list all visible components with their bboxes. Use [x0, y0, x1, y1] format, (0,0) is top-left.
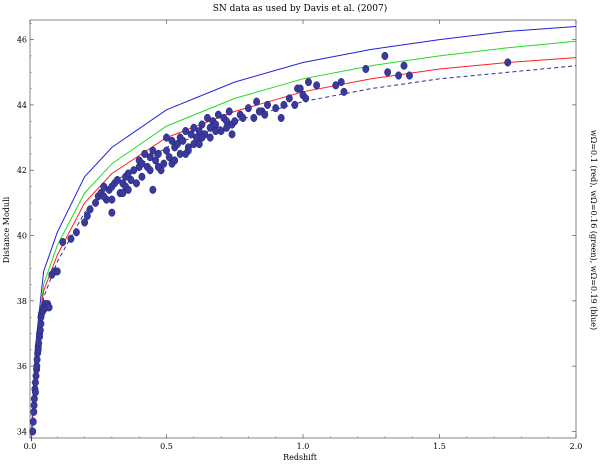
data-point: [313, 81, 321, 90]
data-point: [179, 136, 187, 145]
side-label: wΩ=0.1 (red), wΩ=0.16 (green), wΩ=0.19 (…: [589, 130, 598, 330]
data-point: [362, 64, 370, 74]
dashed-curve: [30, 65, 577, 442]
data-point: [400, 61, 408, 70]
data-point: [59, 238, 67, 247]
data-point: [250, 113, 258, 123]
data-point: [302, 94, 310, 103]
data-point: [154, 162, 162, 172]
data-point: [395, 71, 402, 80]
data-point: [504, 58, 512, 67]
data-point: [381, 51, 389, 60]
data-point: [206, 133, 214, 142]
data-point: [305, 77, 312, 87]
data-point: [264, 100, 271, 109]
data-point: [149, 185, 157, 194]
x-axis-label: Redshift: [283, 453, 318, 462]
data-point: [244, 104, 252, 113]
data-point: [154, 149, 162, 158]
data-point: [72, 228, 80, 237]
data-point: [29, 427, 37, 436]
data-point: [32, 388, 39, 397]
y-tick-label: 44: [17, 101, 27, 110]
data-point: [223, 123, 231, 132]
data-point: [277, 113, 285, 123]
data-point: [296, 84, 304, 93]
green-curve: [30, 40, 577, 439]
data-point: [53, 267, 61, 276]
y-axis-label: Distance Moduli: [2, 196, 11, 263]
data-point: [198, 120, 206, 129]
data-point: [291, 100, 299, 109]
blue-curve: [30, 26, 577, 435]
y-tick-label: 34: [17, 427, 27, 436]
data-point: [124, 185, 132, 194]
data-point: [231, 117, 239, 126]
y-tick-label: 46: [17, 36, 27, 45]
data-point: [384, 68, 392, 77]
x-tick-label: 1.0: [297, 442, 310, 451]
data-point: [212, 126, 220, 136]
chart-title: SN data as used by Davis et al. (2007): [213, 3, 388, 14]
x-tick-label: 0.5: [160, 442, 173, 451]
y-axis: 34 36 38 40 42 44 46: [17, 23, 576, 436]
data-point: [253, 97, 261, 106]
data-point: [280, 100, 288, 109]
data-point: [108, 208, 116, 217]
x-tick-label: 0.0: [24, 442, 37, 451]
data-point: [225, 107, 233, 116]
data-point: [171, 156, 179, 165]
data-point: [108, 195, 116, 204]
data-point: [285, 94, 293, 103]
data-point: [255, 107, 263, 116]
plot-frame: [29, 19, 577, 439]
y-tick-label: 38: [17, 297, 27, 306]
data-point: [228, 130, 236, 139]
data-point: [337, 77, 345, 87]
data-point: [195, 140, 203, 149]
data-point: [406, 71, 413, 80]
data-point: [182, 149, 190, 158]
data-point: [45, 303, 53, 312]
red-curve: [30, 57, 577, 439]
data-point: [138, 172, 146, 181]
x-axis: 0.0 0.5 1.0 1.5 2.0: [24, 20, 583, 451]
x-tick-label: 1.5: [433, 442, 446, 451]
y-tick-label: 36: [17, 362, 27, 371]
y-tick-label: 40: [17, 232, 27, 241]
y-tick-label: 42: [17, 166, 27, 175]
data-point: [29, 417, 37, 426]
data-point: [100, 192, 108, 201]
data-point: [239, 113, 247, 123]
data-point: [133, 179, 140, 188]
data-points: [29, 51, 512, 436]
data-point: [86, 205, 94, 214]
x-tick-label: 2.0: [570, 442, 583, 451]
data-point: [67, 234, 75, 243]
data-point: [146, 166, 154, 175]
data-point: [272, 104, 280, 113]
data-point: [340, 87, 348, 96]
